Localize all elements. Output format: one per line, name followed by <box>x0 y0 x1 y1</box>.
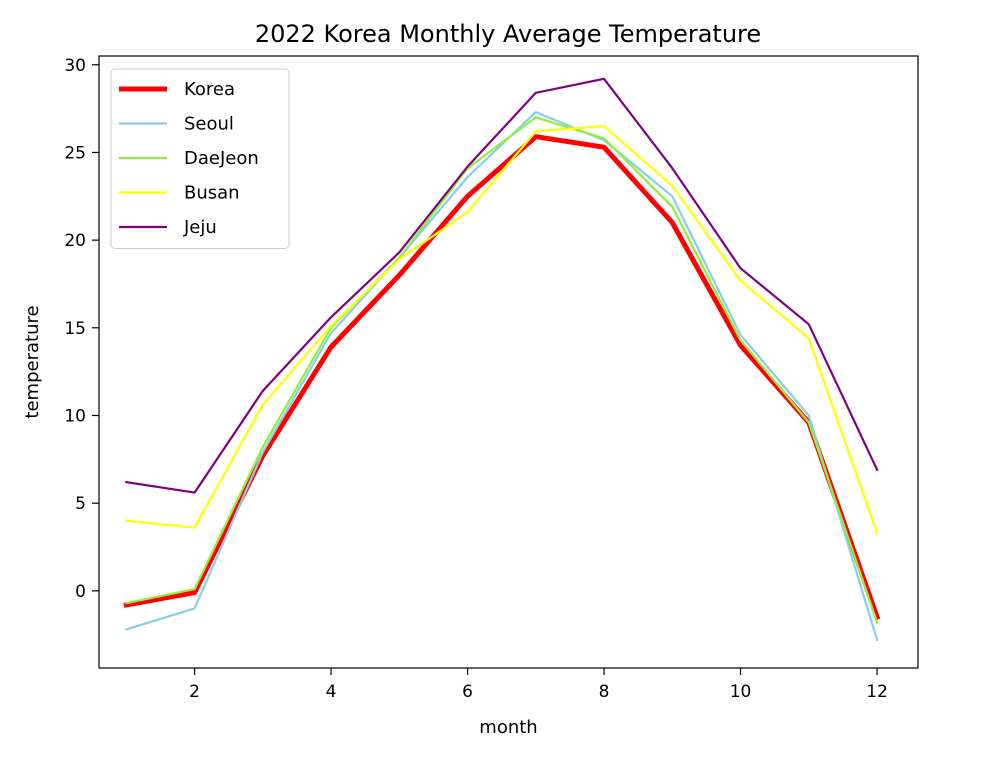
y-tick-label: 30 <box>64 56 86 76</box>
plot-lines <box>123 77 881 642</box>
y-tick-label: 10 <box>64 406 86 426</box>
chart-title: 2022 Korea Monthly Average Temperature <box>255 20 761 48</box>
legend: Korea Seoul DaeJeon Busan Jeju <box>110 68 290 249</box>
legend-label-daejeon: DaeJeon <box>184 148 259 169</box>
series-line-jeju <box>125 77 879 494</box>
x-tick-label: 8 <box>599 682 610 702</box>
legend-label-seoul: Seoul <box>184 114 234 135</box>
y-tick-label: 20 <box>64 231 86 251</box>
x-tick-label: 4 <box>326 682 337 702</box>
x-tick-label: 12 <box>866 682 888 702</box>
x-tick-label: 10 <box>730 682 752 702</box>
series-line-seoul <box>124 110 879 642</box>
series-line-daejeon <box>125 116 879 624</box>
x-tick-label: 2 <box>189 682 200 702</box>
legend-box <box>110 68 290 249</box>
y-tick-label: 15 <box>64 319 86 339</box>
legend-label-busan: Busan <box>184 183 240 204</box>
y-tick-label: 25 <box>64 143 86 163</box>
legend-label-jeju: Jeju <box>183 217 217 238</box>
y-axis-label: temperature <box>22 305 43 418</box>
axis-ticks: 2 4 6 8 10 12 0 5 10 15 20 25 30 <box>64 56 888 702</box>
plot-frame <box>98 55 919 669</box>
x-axis-label: month <box>479 717 537 738</box>
series-line-busan <box>125 124 879 535</box>
y-tick-label: 0 <box>75 582 86 602</box>
legend-label-korea: Korea <box>184 79 235 100</box>
y-tick-label: 5 <box>75 494 86 514</box>
x-tick-label: 6 <box>462 682 473 702</box>
